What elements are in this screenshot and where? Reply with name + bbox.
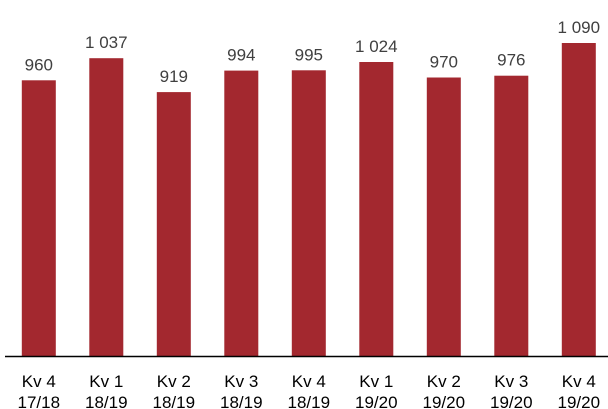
x-tick-label-year-3: 18/19 xyxy=(153,393,196,409)
x-tick-label-quarter-1: Kv 4 xyxy=(22,372,56,391)
x-tick-label-quarter-5: Kv 4 xyxy=(292,372,326,391)
x-tick-label-year-1: 17/18 xyxy=(18,393,61,409)
bar-2 xyxy=(89,58,124,356)
x-tick-label-quarter-2: Kv 1 xyxy=(89,372,123,391)
bar-4 xyxy=(224,70,259,356)
data-label-6: 1 024 xyxy=(355,37,398,56)
x-tick-label-year-8: 19/20 xyxy=(490,393,533,409)
data-label-2: 1 037 xyxy=(85,33,128,52)
x-tick-label-year-7: 19/20 xyxy=(423,393,466,409)
bar-7 xyxy=(426,77,461,356)
bars-group xyxy=(21,43,596,357)
x-tick-label-quarter-6: Kv 1 xyxy=(359,372,393,391)
x-tick-label-quarter-8: Kv 3 xyxy=(494,372,528,391)
bar-9 xyxy=(561,43,596,356)
x-tick-label-year-2: 18/19 xyxy=(85,393,128,409)
x-tick-label-quarter-9: Kv 4 xyxy=(562,372,596,391)
data-label-5: 995 xyxy=(295,45,323,64)
bar-3 xyxy=(156,92,191,356)
x-tick-label-year-4: 18/19 xyxy=(220,393,263,409)
x-tick-label-quarter-4: Kv 3 xyxy=(224,372,258,391)
x-tick-label-year-9: 19/20 xyxy=(558,393,601,409)
data-label-1: 960 xyxy=(25,55,53,74)
bar-8 xyxy=(494,75,529,356)
bar-6 xyxy=(359,62,394,356)
data-label-4: 994 xyxy=(227,46,255,65)
bar-1 xyxy=(21,80,56,357)
data-label-3: 919 xyxy=(160,67,188,86)
data-label-8: 976 xyxy=(497,51,525,70)
x-tick-label-year-5: 18/19 xyxy=(288,393,331,409)
data-labels-group: 960 1 037 919 994 995 1 024 970 976 1 090 xyxy=(25,18,600,86)
x-tick-label-year-6: 19/20 xyxy=(355,393,398,409)
data-label-9: 1 090 xyxy=(558,18,601,37)
x-tick-labels-group: Kv 4 17/18 Kv 1 18/19 Kv 2 18/19 Kv 3 18/19 Kv 4… xyxy=(18,372,601,409)
data-label-7: 970 xyxy=(430,53,458,72)
x-tick-label-quarter-7: Kv 2 xyxy=(427,372,461,391)
bar-5 xyxy=(291,70,326,357)
x-tick-label-quarter-3: Kv 2 xyxy=(157,372,191,391)
